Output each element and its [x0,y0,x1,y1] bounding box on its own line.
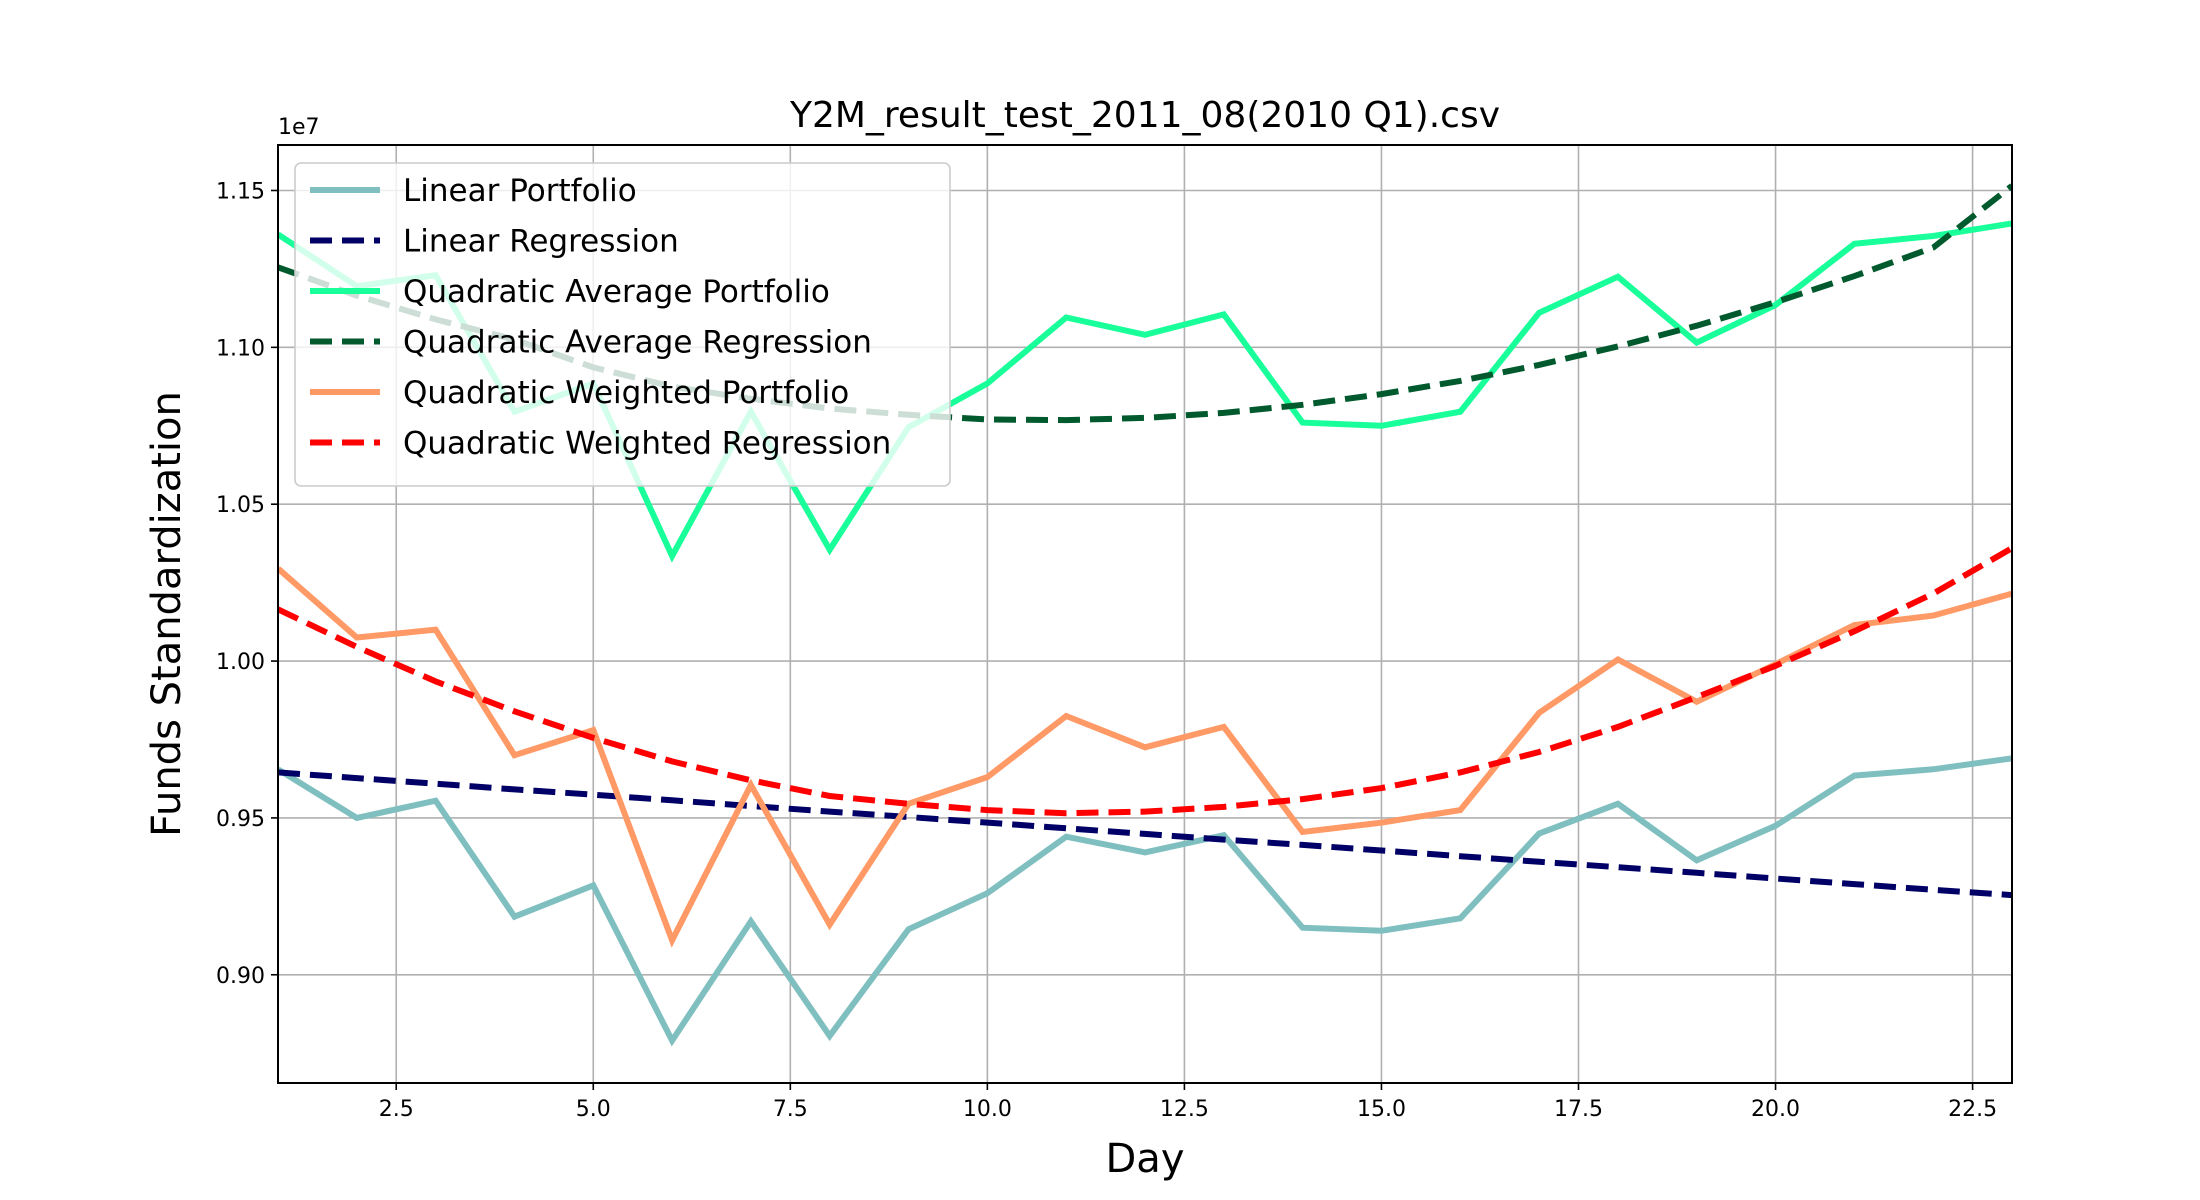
y-tick-label: 1.15 [216,179,265,204]
x-tick-label: 15.0 [1357,1097,1406,1122]
legend-label: Linear Regression [403,224,679,260]
legend-label: Linear Portfolio [403,173,637,209]
y-axis-offset-label: 1e7 [278,115,320,140]
series-line-6 [278,545,2012,817]
legend-label: Quadratic Weighted Regression [403,426,891,462]
x-tick-label: 12.5 [1160,1097,1209,1122]
series-line-2 [278,769,2012,899]
y-tick-label: 0.90 [216,964,265,989]
chart-title: Y2M_result_test_2011_08(2010 Q1).csv [789,95,1500,136]
legend: Linear Portfolio Linear Regression Quadrat… [294,162,951,487]
y-axis-label: Funds Standardization [144,391,190,837]
grid-lines [278,145,2012,1083]
axis-ticks: 2.5 5.0 7.5 10.0 12.5 15.0 17.5 20.0 22.5 0.90 0.9… [216,179,1997,1122]
x-tick-label: 20.0 [1751,1097,1800,1122]
series-line-1 [278,755,2012,1047]
y-tick-label: 1.05 [216,493,265,518]
legend-label: Quadratic Weighted Portfolio [403,375,849,411]
x-tick-label: 2.5 [379,1097,414,1122]
x-axis-label: Day [1106,1136,1185,1182]
x-tick-label: 5.0 [576,1097,611,1122]
plot-area-frame [277,144,2013,1084]
y-tick-label: 1.00 [216,650,265,675]
x-tick-label: 17.5 [1554,1097,1603,1122]
x-tick-label: 10.0 [963,1097,1012,1122]
legend-box [294,162,951,487]
x-tick-label: 7.5 [773,1097,808,1122]
legend-label: Quadratic Average Portfolio [403,274,830,310]
x-tick-label: 22.5 [1948,1097,1997,1122]
y-tick-label: 0.95 [216,807,265,832]
series-line-5 [278,566,2012,948]
y-tick-label: 1.10 [216,336,265,361]
legend-label: Quadratic Average Regression [403,325,872,361]
